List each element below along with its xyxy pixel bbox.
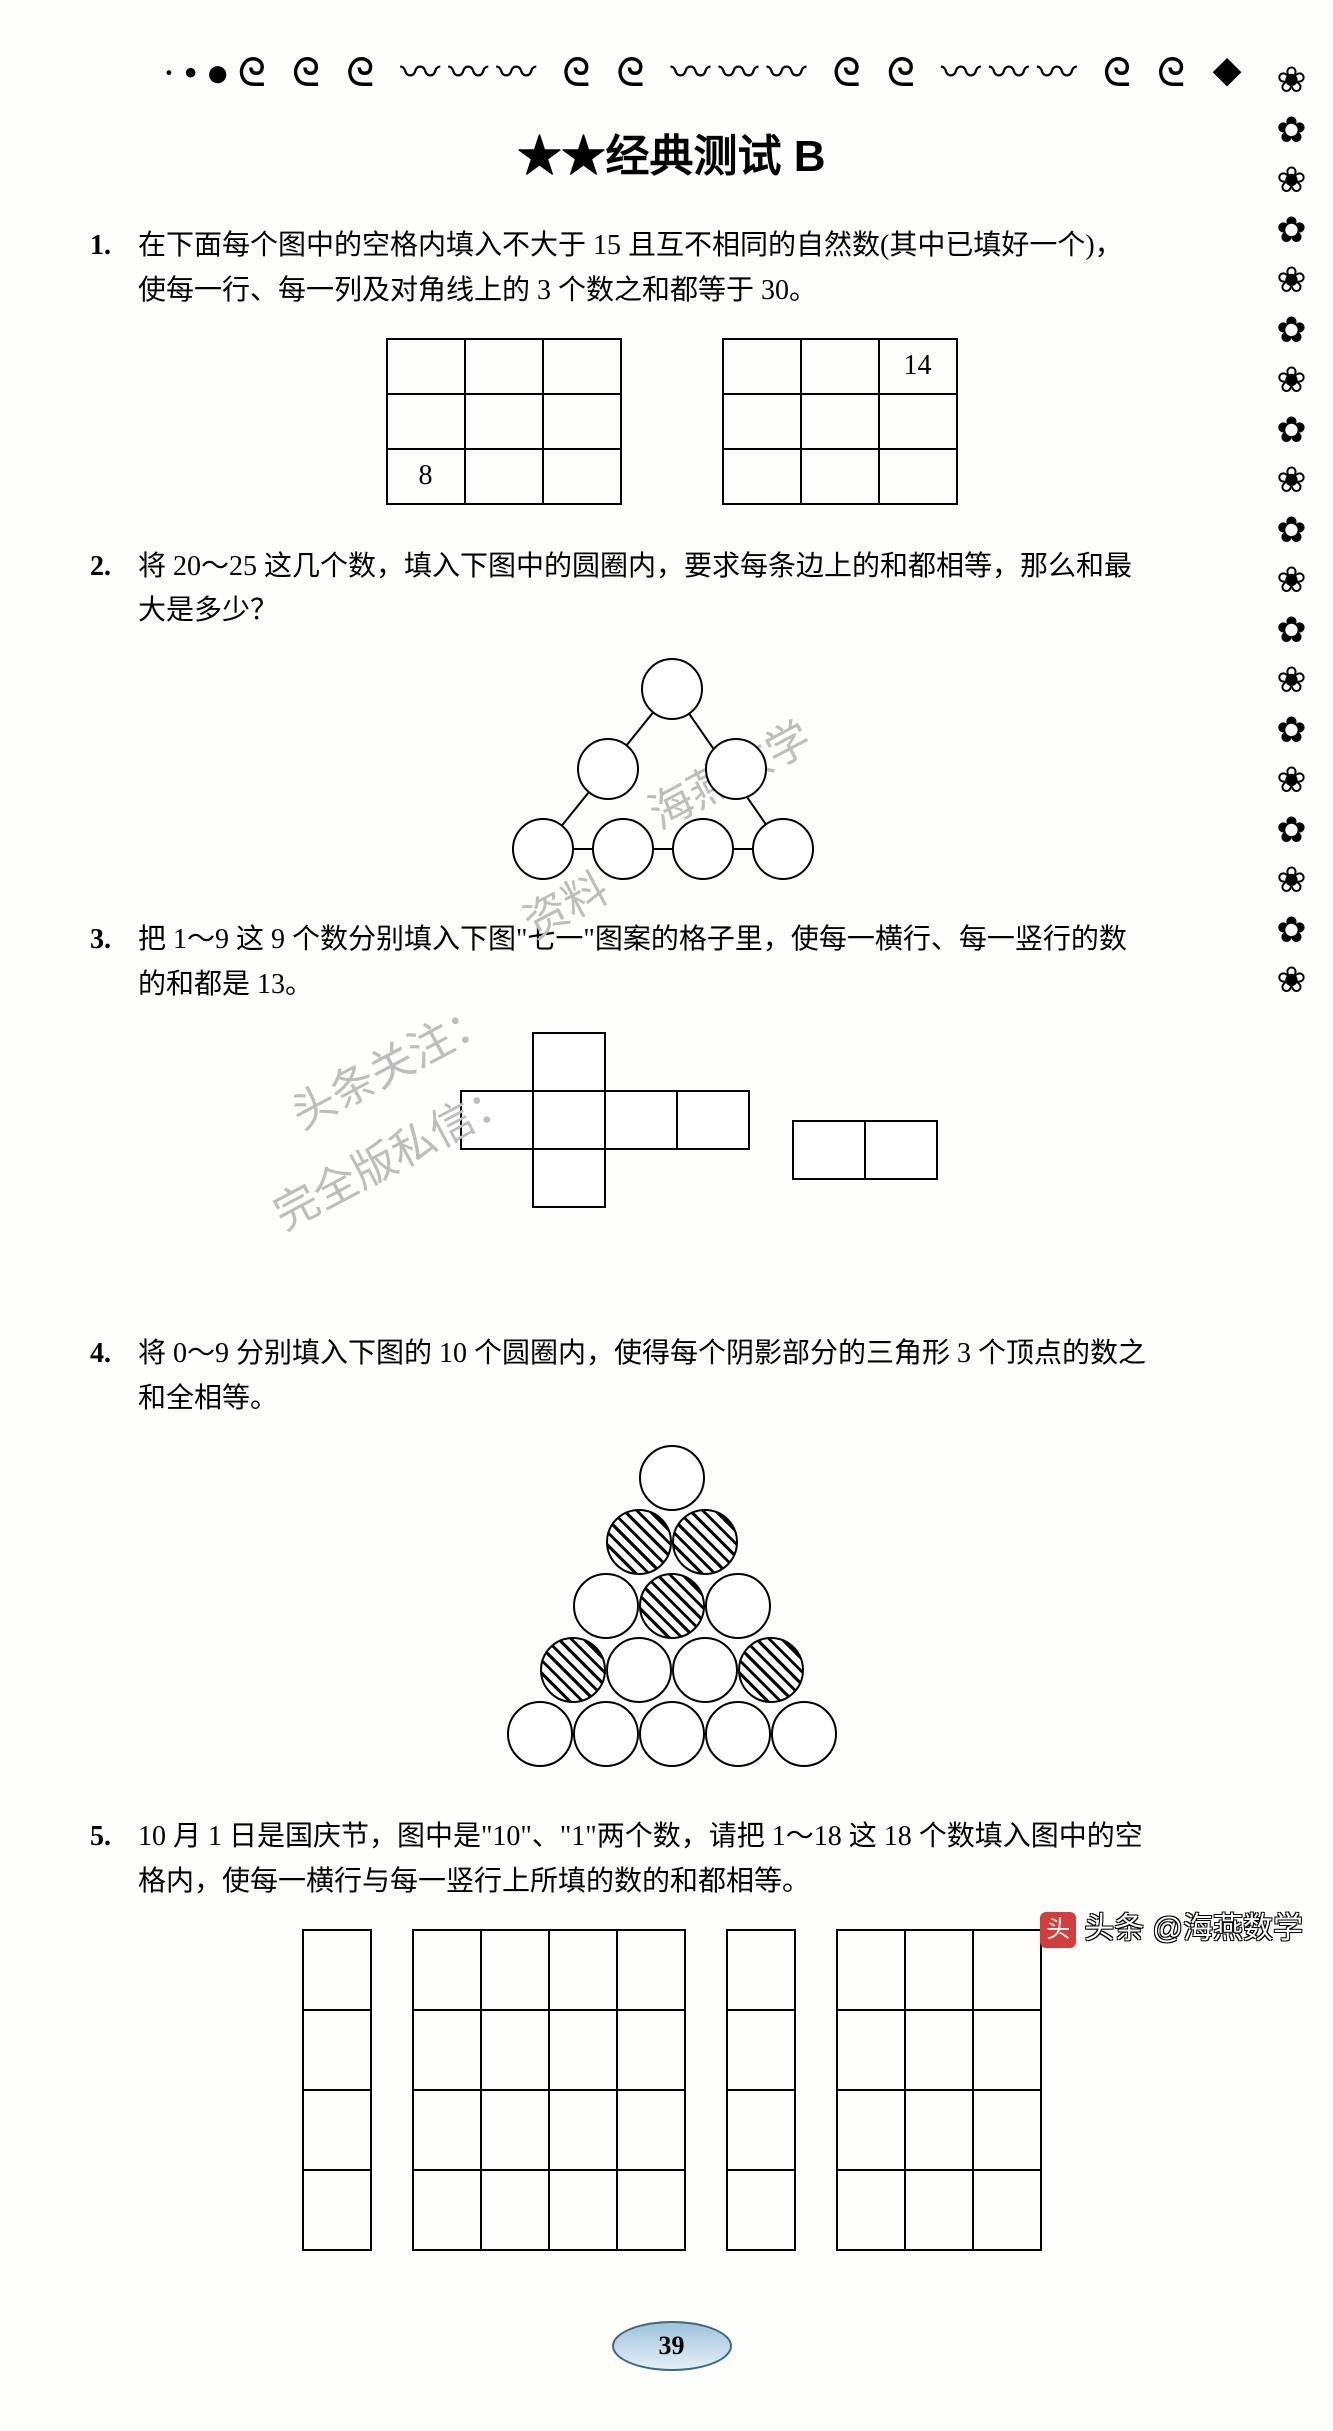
footer-watermark-text: 头条 @海燕数学	[1084, 1912, 1303, 1945]
q3-number: 3.	[90, 918, 138, 1008]
q4-number: 4.	[90, 1332, 138, 1422]
q2-circle-6	[752, 818, 814, 880]
q4-figure	[90, 1445, 1253, 1775]
q4-circle-10	[507, 1701, 573, 1767]
question-4: 4. 将 0～9 分别填入下图的 10 个圆圈内，使得每个阴影部分的三角形 3 …	[90, 1332, 1150, 1422]
q3-figure	[90, 1032, 1253, 1292]
q2-text: 将 20～25 这几个数，填入下图中的圆圈内，要求每条边上的和都相等，那么和最大…	[138, 545, 1150, 635]
q5-text: 10 月 1 日是国庆节，图中是"10"、"1"两个数，请把 1～18 这 18…	[138, 1815, 1150, 1905]
q4-circle-12	[639, 1701, 705, 1767]
q4-circle-7	[606, 1637, 672, 1703]
question-5: 5. 10 月 1 日是国庆节，图中是"10"、"1"两个数，请把 1～18 这…	[90, 1815, 1150, 1905]
q5-grid-3x4	[836, 1929, 1042, 2251]
q3-cell-4	[676, 1090, 750, 1150]
footer-watermark: 头头条 @海燕数学	[1040, 1903, 1303, 1948]
q2-circle-0	[641, 658, 703, 720]
q1-grid-right: 14	[722, 338, 958, 505]
q4-circle-13	[705, 1701, 771, 1767]
q3-cell-0	[532, 1032, 606, 1092]
q5-col-2	[726, 1929, 796, 2251]
question-1: 1. 在下面每个图中的空格内填入不大于 15 且互不相同的自然数(其中已填好一个…	[90, 224, 1150, 314]
q4-circle-11	[573, 1701, 639, 1767]
q3-cell-1	[460, 1090, 534, 1150]
q5-col-1	[302, 1929, 372, 2251]
q2-circle-4	[592, 818, 654, 880]
q5-grid-4x4	[412, 1929, 686, 2251]
q1-right-prefill: 14	[879, 339, 957, 394]
q4-circle-6	[540, 1637, 606, 1703]
q2-number: 2.	[90, 545, 138, 635]
q3-text: 把 1～9 这 9 个数分别填入下图"七一"图案的格子里，使每一横行、每一竖行的…	[138, 918, 1150, 1008]
q1-figure: 8 14	[90, 338, 1253, 505]
q2-circle-1	[577, 738, 639, 800]
q2-figure	[90, 658, 1253, 878]
q3-cell-5	[532, 1148, 606, 1208]
q2-circle-5	[672, 818, 734, 880]
q4-circle-8	[672, 1637, 738, 1703]
q4-circle-9	[738, 1637, 804, 1703]
q4-circle-4	[639, 1573, 705, 1639]
q3-cell-7	[864, 1120, 938, 1180]
question-3: 3. 把 1～9 这 9 个数分别填入下图"七一"图案的格子里，使每一横行、每一…	[90, 918, 1150, 1008]
q1-text: 在下面每个图中的空格内填入不大于 15 且互不相同的自然数(其中已填好一个)，使…	[138, 224, 1150, 314]
q3-cell-6	[792, 1120, 866, 1180]
q4-text: 将 0～9 分别填入下图的 10 个圆圈内，使得每个阴影部分的三角形 3 个顶点…	[138, 1332, 1150, 1422]
q2-circle-2	[705, 738, 767, 800]
q4-circle-14	[771, 1701, 837, 1767]
toutiao-icon: 头	[1040, 1912, 1076, 1948]
page-number-badge: 39	[612, 2321, 732, 2371]
q1-number: 1.	[90, 224, 138, 314]
q2-circle-3	[512, 818, 574, 880]
q4-circle-1	[606, 1509, 672, 1575]
q5-figure	[90, 1929, 1253, 2251]
question-2: 2. 将 20～25 这几个数，填入下图中的圆圈内，要求每条边上的和都相等，那么…	[90, 545, 1150, 635]
q3-cell-2	[532, 1090, 606, 1150]
q4-circle-3	[573, 1573, 639, 1639]
star-icon: ★★	[518, 132, 606, 181]
q4-circle-0	[639, 1445, 705, 1511]
q4-circle-5	[705, 1573, 771, 1639]
q1-grid-left: 8	[386, 338, 622, 505]
q3-cell-3	[604, 1090, 678, 1150]
q1-left-prefill: 8	[387, 449, 465, 504]
q4-circle-2	[672, 1509, 738, 1575]
page-title: ★★经典测试 B	[90, 120, 1253, 184]
title-text: 经典测试 B	[606, 132, 826, 181]
q5-number: 5.	[90, 1815, 138, 1905]
